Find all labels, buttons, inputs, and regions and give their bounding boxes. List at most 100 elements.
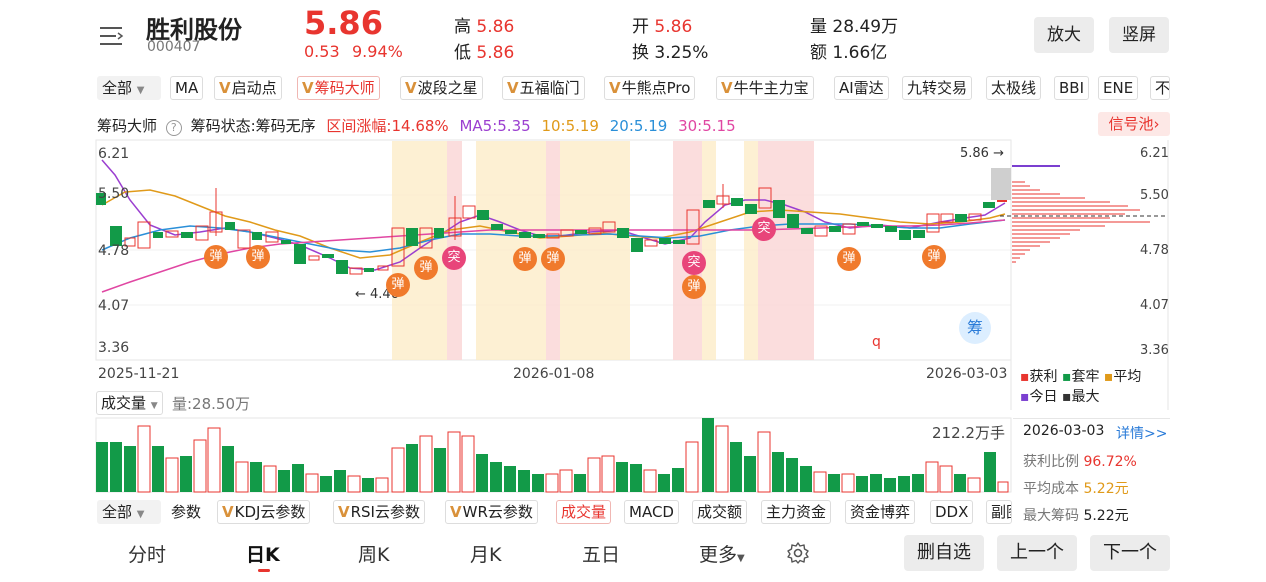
- legend-profit: 获利: [1029, 369, 1058, 385]
- date-label: 2026-01-08: [513, 366, 595, 382]
- sub-indicator-params[interactable]: 参数: [166, 500, 207, 524]
- detail-more-link[interactable]: 详情>>: [1116, 426, 1168, 442]
- sub-indicator-wr[interactable]: VWR云参数: [445, 500, 538, 524]
- v-icon: V: [219, 79, 231, 97]
- profit-ratio-value: 96.72%: [1083, 454, 1137, 470]
- last-price-marker: 5.86 →: [960, 146, 1004, 161]
- chip-legend: ▪获利 ▪套牢 ▪平均 ▪今日 ▪最大: [1020, 369, 1142, 405]
- open-row: 开 5.86: [632, 12, 692, 37]
- sub-indicator-all-select[interactable]: 全部 ▼: [97, 500, 161, 524]
- legend-max: 最大: [1071, 389, 1100, 405]
- signal-label: 弹: [251, 249, 265, 264]
- sub-indicator-macd[interactable]: MACD: [624, 500, 679, 524]
- amount-value: 1.66亿: [832, 43, 888, 63]
- indicator-label: 九转交易: [907, 79, 968, 97]
- settings-gear-icon[interactable]: [786, 541, 810, 565]
- v-icon: V: [450, 503, 462, 521]
- indicator-niuxiongdian[interactable]: V牛熊点Pro: [604, 76, 696, 100]
- sub-indicator-label: 成交量: [561, 503, 607, 521]
- turnover-label: 换: [632, 43, 649, 63]
- remove-watchlist-button[interactable]: 删自选: [904, 535, 984, 571]
- chip-status: 筹码状态:筹码无序: [190, 117, 316, 135]
- indicator-more[interactable]: 不: [1150, 76, 1170, 100]
- sub-indicator-label: 副图: [991, 503, 1011, 521]
- prev-stock-button[interactable]: 上一个: [997, 535, 1077, 571]
- amount-row: 额 1.66亿: [810, 38, 887, 63]
- sub-indicator-fund-game[interactable]: 资金博弈: [845, 500, 916, 524]
- indicator-all-label: 全部: [102, 79, 133, 97]
- signal-label: 弹: [518, 251, 532, 266]
- sub-indicator-label: RSI云参数: [350, 503, 420, 521]
- indicator-bbi[interactable]: BBI: [1054, 76, 1090, 100]
- indicator-choumadashi[interactable]: V筹码大师: [297, 76, 380, 100]
- signal-label: 弹: [842, 251, 856, 266]
- amount-label: 额: [810, 43, 827, 63]
- sub-indicator-rsi[interactable]: VRSI云参数: [333, 500, 425, 524]
- menu-icon[interactable]: [100, 26, 124, 46]
- volume-row: 量 28.49万: [810, 12, 898, 37]
- tab-five-day[interactable]: 五日: [582, 544, 621, 566]
- sub-indicator-amount[interactable]: 成交额: [692, 500, 748, 524]
- indicator-label: MA: [175, 79, 199, 97]
- help-icon[interactable]: ?: [165, 120, 182, 136]
- indicator-boduanzhixing[interactable]: V波段之星: [400, 76, 483, 100]
- indicator-jiuzhuan[interactable]: 九转交易: [902, 76, 973, 100]
- turnover-row: 换 3.25%: [632, 38, 708, 63]
- indicator-wufulinmen[interactable]: V五福临门: [502, 76, 585, 100]
- breakout-signal: 突: [752, 217, 776, 241]
- indicator-ai-radar[interactable]: AI雷达: [834, 76, 889, 100]
- tab-weekly-k[interactable]: 周K: [358, 544, 390, 566]
- indicator-label: 筹码大师: [314, 79, 375, 97]
- breakout-signal: 突: [682, 251, 706, 275]
- volume-value: 28.49万: [832, 17, 899, 37]
- tab-more[interactable]: 更多▼: [699, 540, 745, 567]
- price-axis-label: 6.21: [98, 146, 130, 162]
- v-icon: V: [338, 503, 350, 521]
- right-axis-label: 5.50: [1140, 188, 1169, 203]
- signal-label: 弹: [391, 277, 405, 292]
- tab-monthly-k[interactable]: 月K: [470, 544, 502, 566]
- sub-indicator-kdj[interactable]: VKDJ云参数: [217, 500, 311, 524]
- sub-indicator-label: KDJ云参数: [234, 503, 306, 521]
- portrait-button[interactable]: 竖屏: [1109, 17, 1169, 53]
- indicator-taijixian[interactable]: 太极线: [986, 76, 1042, 100]
- sub-indicator-label: DDX: [935, 503, 969, 521]
- indicator-ma[interactable]: MA: [170, 76, 204, 100]
- detail-date: 2026-03-03: [1023, 423, 1105, 439]
- volume-select-label: 成交量: [101, 394, 147, 412]
- ma10-value: 10:5.19: [541, 117, 599, 135]
- sub-indicator-volume[interactable]: 成交量: [556, 500, 612, 524]
- right-axis-label: 4.07: [1140, 298, 1169, 313]
- bounce-signal: 弹: [837, 247, 861, 271]
- tab-daily-k[interactable]: 日K: [246, 540, 280, 567]
- profit-ratio-label: 获利比例: [1023, 454, 1079, 470]
- active-tab-indicator: [258, 569, 270, 572]
- avg-cost-label: 平均成本: [1023, 481, 1079, 497]
- sub-indicator-main-fund[interactable]: 主力资金: [761, 500, 832, 524]
- chip-toggle-button[interactable]: 筹: [959, 312, 991, 344]
- volume-select[interactable]: 成交量 ▼: [96, 391, 163, 415]
- indicator-ene[interactable]: ENE: [1098, 76, 1139, 100]
- chip-distribution: [991, 165, 1168, 263]
- next-stock-button[interactable]: 下一个: [1090, 535, 1170, 571]
- signal-pool-button[interactable]: 信号池›: [1098, 112, 1170, 136]
- chevron-down-icon: ▼: [150, 401, 158, 411]
- tab-daily-k-label: 日K: [246, 544, 280, 566]
- zoom-button[interactable]: 放大: [1034, 17, 1094, 53]
- sub-indicator-ddx[interactable]: DDX: [930, 500, 974, 524]
- sub-indicator-label: 参数: [171, 503, 202, 521]
- indicator-label: 牛牛主力宝: [733, 79, 809, 97]
- high-label: 高: [454, 17, 471, 37]
- indicator-niuniuzhulibao[interactable]: V牛牛主力宝: [716, 76, 814, 100]
- indicator-qidongdian[interactable]: V启动点: [214, 76, 282, 100]
- chip-info-line: 筹码大师 ? 筹码状态:筹码无序 区间涨幅:14.68% MA5:5.35 10…: [97, 115, 736, 136]
- indicator-label: 波段之星: [417, 79, 478, 97]
- sub-indicator-label: MACD: [629, 503, 674, 521]
- tab-intraday[interactable]: 分时: [128, 544, 167, 566]
- date-label: 2026-03-03: [926, 366, 1008, 382]
- sub-indicator-label: 资金博弈: [850, 503, 911, 521]
- sub-indicator-fu[interactable]: 副图: [986, 500, 1012, 524]
- indicator-all-select[interactable]: 全部 ▼: [97, 76, 161, 100]
